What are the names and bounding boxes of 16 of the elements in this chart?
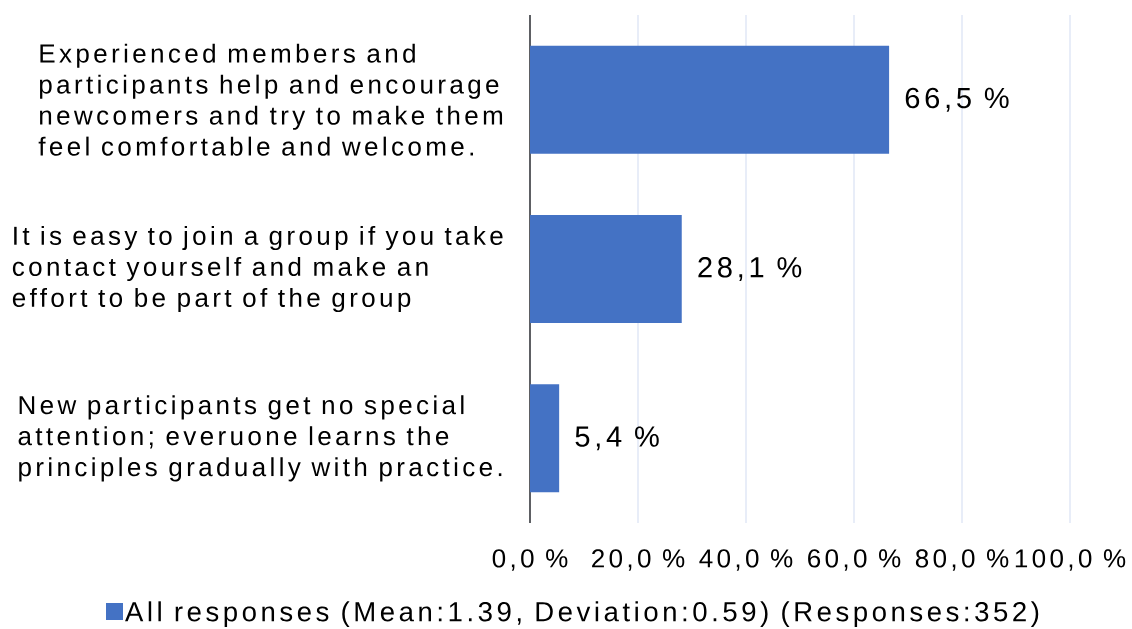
data-label: 28,1 % <box>698 257 802 281</box>
y-tick-label: Experienced members and participants help and encourage newcomers and try to make them feel comfortable and welcome. <box>38 43 503 156</box>
x-tick-label: 60,0 % <box>808 549 901 571</box>
bar <box>530 384 560 493</box>
x-tick-label: 100,0 % <box>1015 549 1126 571</box>
y-tick-label: It is easy to join a group if you take contact yourself and make an effort to be part of the group <box>12 225 503 313</box>
bar <box>530 215 682 323</box>
data-label: 66,5 % <box>905 87 1009 112</box>
x-tick-label: 40,0 % <box>699 549 793 571</box>
x-tick-label: 20,0 % <box>592 549 685 571</box>
legend-label: All responses (Mean:1.39, Deviation:0.59) (Responses:352) <box>125 601 1039 627</box>
x-tick-label: 80,0 % <box>915 549 1009 571</box>
x-tick-label: 0,0 % <box>492 549 568 571</box>
y-tick-label: New participants get no special attention; everuone learns the principles gradually with practice. <box>18 395 502 482</box>
data-label: 5,4 % <box>575 426 659 451</box>
bar <box>530 45 890 154</box>
